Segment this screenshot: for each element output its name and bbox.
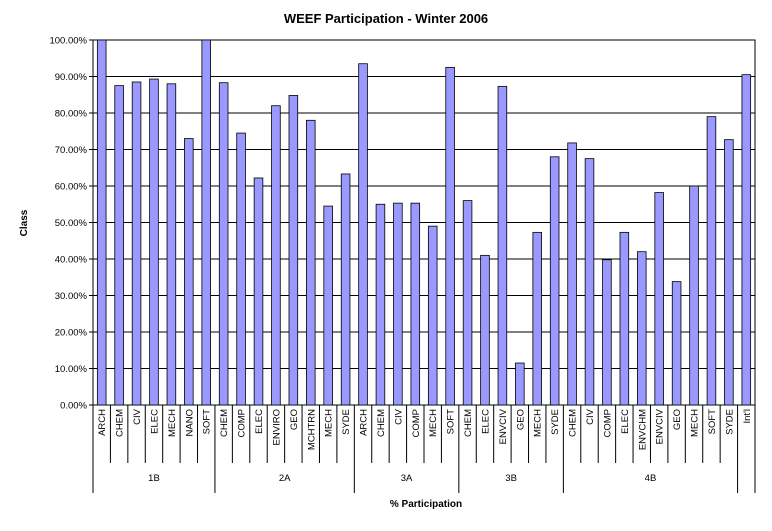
bar	[706, 116, 717, 406]
category-label: ENVCIV	[498, 408, 509, 444]
bar	[358, 63, 368, 406]
bar	[131, 81, 142, 406]
bar	[480, 254, 490, 406]
bar	[445, 66, 455, 406]
y-axis-title: Class	[19, 209, 30, 236]
bar	[532, 231, 542, 406]
category-label: MECH	[533, 409, 544, 437]
bar	[149, 78, 159, 406]
y-tick-label: 50.00%	[55, 218, 88, 229]
bar	[602, 259, 612, 406]
group-label: 4B	[645, 473, 657, 484]
y-tick-label: 60.00%	[55, 182, 88, 193]
y-tick-label: 80.00%	[55, 109, 88, 120]
bar	[306, 119, 316, 406]
y-tick-label: 20.00%	[55, 328, 88, 339]
bar	[166, 83, 177, 406]
category-label: SYDE	[550, 409, 561, 435]
category-label: COMP	[602, 409, 613, 438]
category-label: MECH	[324, 409, 335, 437]
category-label: SYDE	[341, 409, 352, 435]
bar	[393, 202, 403, 406]
bar	[218, 82, 229, 406]
group-label: 3A	[401, 473, 413, 484]
group-label: 2A	[279, 473, 291, 484]
bar	[271, 105, 281, 406]
y-tick-label: 10.00%	[55, 364, 88, 375]
bar	[671, 281, 682, 406]
category-label: GEO	[515, 409, 526, 430]
bar	[427, 225, 438, 406]
category-label: ARCH	[97, 409, 108, 436]
y-tick-label: 90.00%	[55, 72, 88, 83]
bar	[288, 95, 299, 406]
category-label: ENVCIV	[655, 408, 666, 444]
bar	[567, 142, 577, 406]
bar	[689, 185, 699, 406]
category-label: ENVCHM	[637, 409, 648, 450]
y-tick-label: 40.00%	[55, 255, 88, 266]
category-label: CIV	[132, 408, 143, 425]
bar	[323, 205, 333, 406]
group-label: 1B	[148, 473, 160, 484]
bar	[549, 156, 560, 406]
x-axis-title: % Participation	[390, 499, 462, 510]
category-label: Int'l	[742, 409, 753, 424]
category-label: SOFT	[446, 409, 457, 435]
category-label: GEO	[289, 409, 300, 430]
bar	[340, 173, 351, 406]
bar	[114, 85, 124, 406]
category-label: MCHTRN	[306, 409, 317, 450]
category-label: ELEC	[254, 409, 265, 434]
category-label: ELEC	[480, 409, 491, 434]
group-label: 3B	[505, 473, 517, 484]
bar	[619, 231, 630, 406]
bar	[96, 39, 107, 406]
y-tick-label: 100.00%	[49, 36, 87, 47]
bar	[462, 200, 473, 406]
bar	[741, 74, 752, 406]
plot-area: 0.00% 10.00% 20.00% 30.00% 40.00% 50.00% 60.00…	[49, 36, 756, 493]
bar	[637, 251, 647, 406]
category-label: MECH	[167, 409, 178, 437]
y-tick-label: 0.00%	[60, 401, 87, 412]
bar	[724, 139, 734, 406]
category-label: MECH	[428, 409, 439, 437]
bar	[184, 138, 194, 406]
category-label: COMP	[411, 409, 422, 438]
bar	[253, 177, 264, 406]
bar	[201, 39, 211, 406]
category-label: SOFT	[202, 409, 213, 435]
bar	[236, 132, 246, 406]
category-label: CIV	[585, 408, 596, 425]
y-tick-label: 30.00%	[55, 291, 88, 302]
bar	[410, 202, 421, 406]
category-label: CHEM	[568, 409, 579, 437]
category-label: CHEM	[115, 409, 126, 437]
bar	[654, 192, 664, 406]
category-label: ARCH	[359, 409, 370, 436]
category-label: MECH	[690, 409, 701, 437]
category-label: COMP	[237, 409, 248, 438]
bar	[497, 85, 508, 406]
category-label: SOFT	[707, 409, 718, 435]
chart-title: WEEF Participation - Winter 2006	[284, 11, 488, 26]
category-label: CHEM	[376, 409, 387, 437]
y-tick-label: 70.00%	[55, 145, 88, 156]
bar	[375, 203, 386, 406]
category-label: CHEM	[219, 409, 230, 437]
category-label: ELEC	[620, 409, 631, 434]
category-label: SYDE	[724, 409, 735, 435]
category-label: CHEM	[463, 409, 474, 437]
category-label: ENVIRO	[271, 409, 282, 445]
bar	[515, 362, 525, 406]
bar	[584, 158, 595, 406]
category-label: NANO	[184, 409, 195, 436]
category-label: CIV	[393, 408, 404, 425]
category-label: GEO	[672, 409, 683, 430]
category-label: ELEC	[149, 409, 160, 434]
